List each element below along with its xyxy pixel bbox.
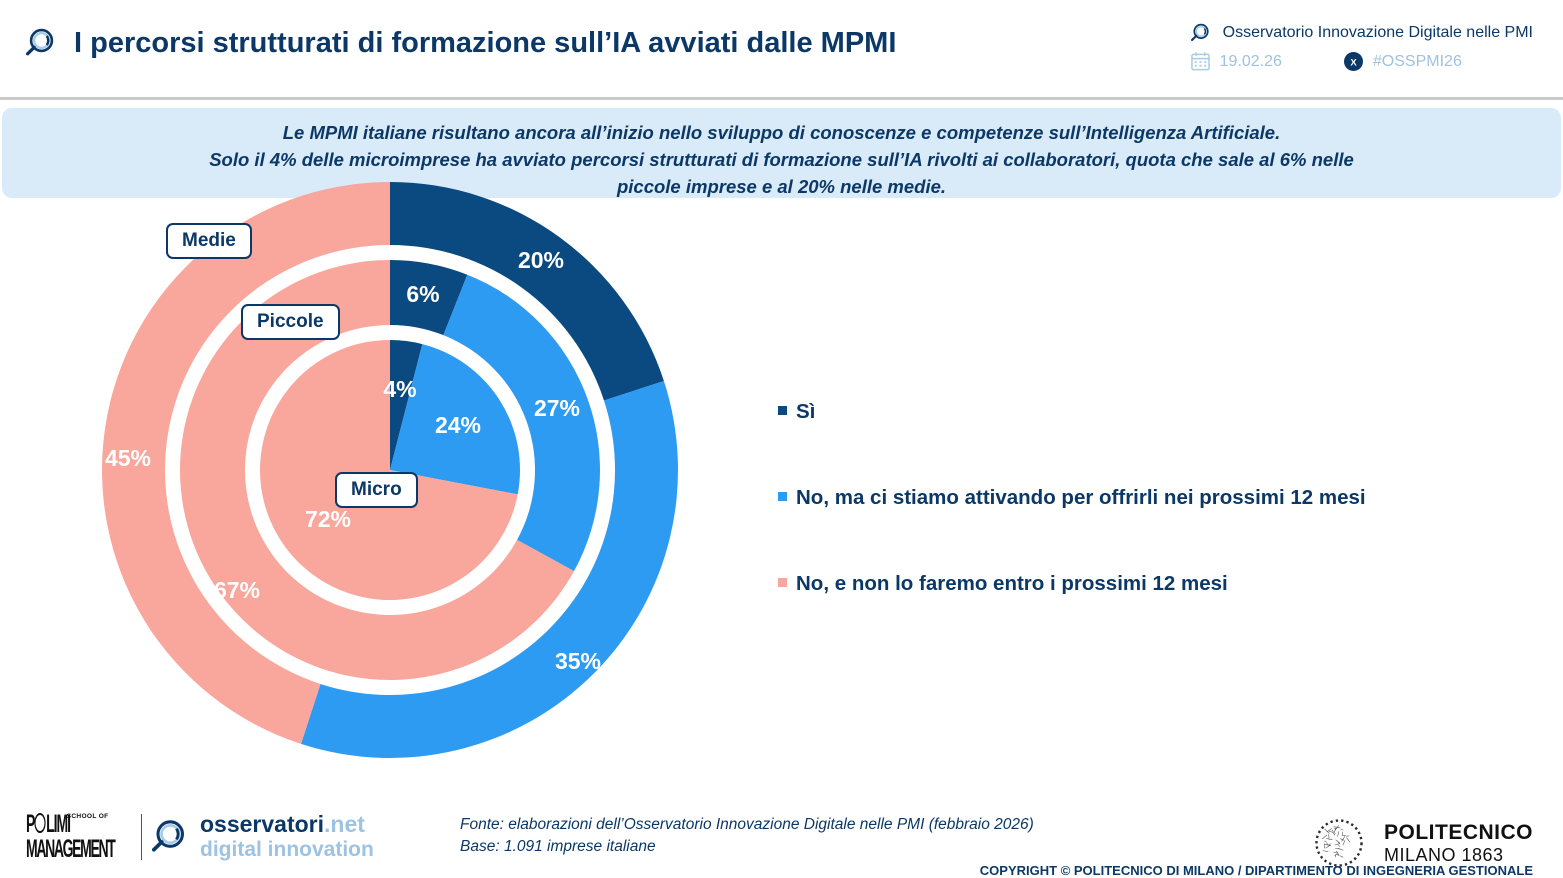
svg-text:27%: 27%	[534, 395, 580, 421]
svg-text:35%: 35%	[555, 648, 601, 674]
svg-text:24%: 24%	[435, 412, 481, 438]
svg-text:72%: 72%	[305, 506, 351, 532]
svg-text:45%: 45%	[105, 445, 151, 471]
svg-text:4%: 4%	[383, 376, 416, 402]
svg-text:20%: 20%	[518, 247, 564, 273]
svg-text:67%: 67%	[214, 577, 260, 603]
svg-text:6%: 6%	[406, 281, 439, 307]
